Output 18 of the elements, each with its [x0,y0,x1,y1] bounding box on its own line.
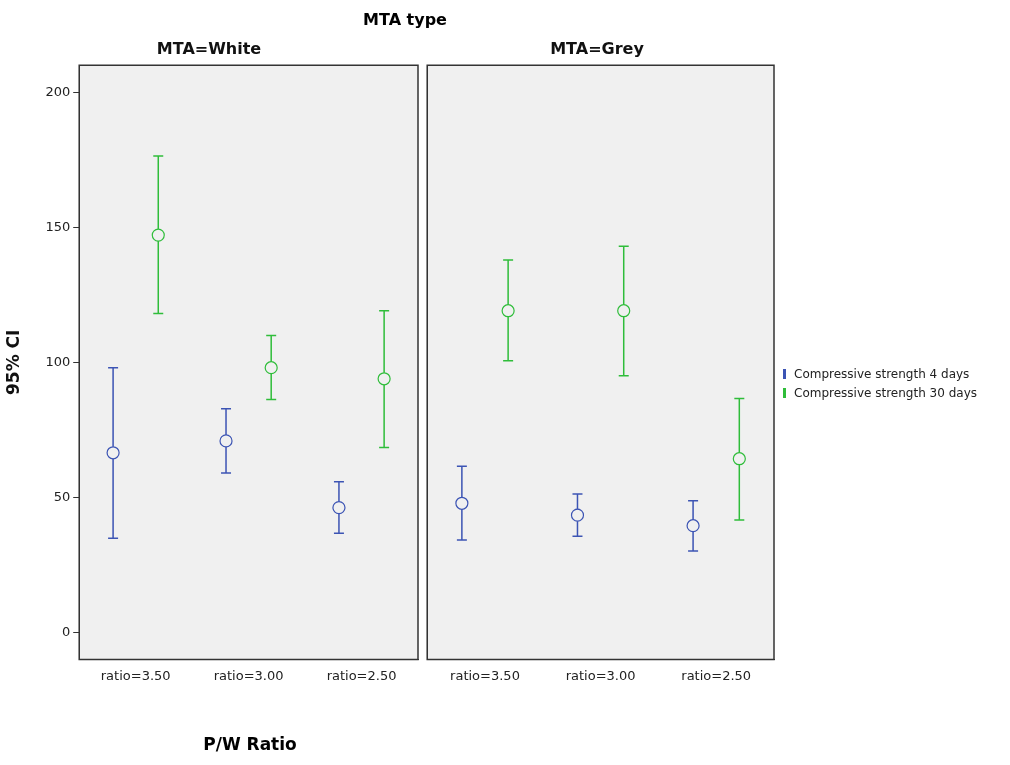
x-tick-label: ratio=2.50 [681,667,752,683]
legend-label: Compressive strength 4 days [793,366,971,383]
chart-title: MTA=Grey [550,38,645,58]
x-tick-label: ratio=3.00 [565,667,636,683]
y-tick-label: 0 [61,623,71,639]
x-tick-label: ratio=2.50 [326,667,397,683]
legend-label: Compressive strength 30 days [793,385,977,402]
y-tick-label: 100 [45,353,71,369]
text: MTA type [362,10,448,29]
x-tick-label: ratio=3.50 [100,667,171,683]
x-axis-title: P/W Ratio [202,734,298,754]
y-tick-label: 200 [45,83,71,99]
y-tick-label: 50 [53,488,71,504]
x-tick-label: ratio=3.50 [450,667,520,683]
x-tick-label: ratio=3.00 [213,667,284,683]
y-tick-label: 150 [45,218,71,234]
chart-title: MTA=White [156,38,262,58]
y-axis-title: 95% CI [2,329,23,396]
